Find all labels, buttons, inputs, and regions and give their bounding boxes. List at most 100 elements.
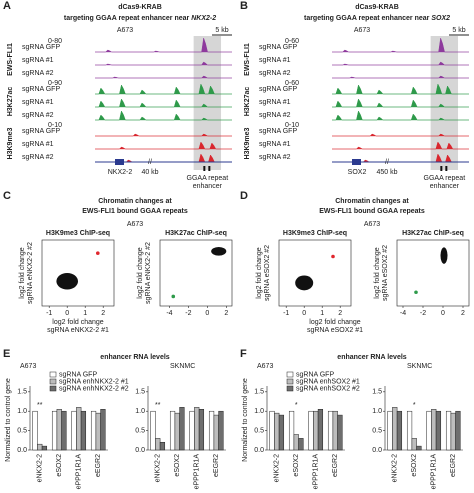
bar (332, 410, 338, 451)
subtitle-text: targeting GGAA repeat enhancer near (304, 15, 431, 22)
x-axis-label: log2 fold change (52, 319, 103, 326)
plot-frame (396, 239, 470, 307)
x-tick-label: eSOX2 (174, 454, 181, 477)
bar (56, 409, 62, 451)
plot-title: H3K27ac ChIP-seq (165, 230, 227, 237)
track-name: sgRNA #1 (259, 141, 291, 148)
panel-title: EWS-FLI1 bound GGAA repeats (319, 208, 425, 215)
y-tick-label: 0.0 (254, 447, 264, 454)
bar (288, 410, 295, 451)
panel-subtitle: targeting GGAA repeat enhancer near SOX2 (304, 15, 450, 22)
bar (41, 445, 48, 451)
cell-line: SKNMC (407, 363, 432, 370)
track-group-label: H3K27ac (244, 87, 251, 117)
highlight-point (171, 294, 176, 299)
y-axis-label: sgRNA eNKX2-2 #2 (145, 242, 152, 304)
enhancer-mark (440, 166, 443, 171)
bar (208, 410, 215, 451)
x-tick-label: eEGR2 (95, 454, 102, 477)
y-tick-label: 0.0 (17, 447, 27, 454)
y-axis-label: Normalized to control gene (242, 378, 249, 462)
x-tick-label: eNKX2-2 (155, 454, 162, 483)
track-name: sgRNA GFP (22, 44, 60, 51)
plot-frame (159, 239, 233, 307)
signal-track (332, 37, 469, 53)
subtitle-gene: SOX2 (431, 15, 450, 22)
track-name: sgRNA #1 (22, 141, 54, 148)
x-tick-label: ePPP1R1A (313, 454, 320, 490)
signal-track (332, 83, 469, 95)
significance: ** (37, 402, 43, 409)
bar (189, 410, 195, 451)
x-tick-label: 0 (65, 310, 69, 317)
track-range: 0-80 (48, 38, 62, 45)
enhancer-label: enhancer (430, 183, 460, 190)
bar (218, 410, 224, 451)
x-tick-label: 0 (205, 310, 209, 317)
track-name: sgRNA GFP (259, 44, 297, 51)
cell-line: A673 (364, 221, 380, 228)
y-tick-label: 1.5 (17, 389, 27, 396)
distance-label: 450 kb (376, 169, 397, 176)
gene-label: SOX2 (348, 169, 367, 176)
gene-body (352, 159, 361, 165)
x-tick-label: 0 (441, 310, 445, 317)
bar (71, 410, 77, 451)
bar (61, 410, 67, 451)
plot-title: H3K9me3 ChIP-seq (46, 230, 110, 237)
bar (80, 410, 87, 451)
signal-track (332, 75, 469, 79)
significance: * (413, 402, 416, 409)
signal-track (332, 133, 469, 137)
legend-swatch (286, 371, 294, 378)
cell-line: A673 (354, 27, 370, 34)
y-tick-label: 0.5 (135, 427, 145, 434)
signal-track (95, 141, 232, 150)
bar (396, 410, 403, 451)
significance: * (295, 402, 298, 409)
plot-frame (278, 239, 352, 307)
legend-swatch (49, 371, 57, 378)
x-tick-label: -4 (400, 310, 406, 317)
distance-label: 40 kb (141, 169, 158, 176)
track-name: sgRNA #2 (22, 154, 54, 161)
x-tick-label: -4 (166, 310, 172, 317)
x-tick-label: 1 (83, 310, 87, 317)
track-name: sgRNA #2 (259, 154, 291, 161)
signal-track (95, 61, 232, 66)
y-tick-label: 1.0 (372, 408, 382, 415)
signal-track (95, 110, 232, 121)
x-tick-label: 2 (224, 310, 228, 317)
panel-title: dCas9-KRAB (118, 4, 162, 11)
panel-label: E (3, 348, 10, 360)
signal-track (332, 153, 469, 163)
bar (95, 412, 101, 451)
bar (426, 410, 432, 451)
bar (308, 410, 314, 451)
x-axis-label: sgRNA eSOX2 #1 (307, 327, 363, 334)
x-tick-label: 2 (101, 310, 105, 317)
bar (450, 412, 456, 451)
point-cloud (440, 247, 448, 264)
track-group-label: H3K27ac (7, 87, 14, 117)
x-tick-label: eEGR2 (213, 454, 220, 477)
x-axis-label: sgRNA eNKX2-2 #1 (47, 327, 109, 334)
bar (150, 410, 156, 451)
signal-track (332, 141, 469, 150)
bar (416, 445, 422, 451)
bar (435, 410, 442, 451)
bar (155, 438, 161, 451)
legend-swatch (49, 385, 57, 392)
legend-label: sgRNA GFP (296, 371, 334, 378)
bar (37, 443, 43, 451)
track-range: 0-10 (285, 122, 299, 129)
x-tick-label: -2 (185, 310, 191, 317)
bar (269, 410, 275, 451)
y-tick-label: 0.5 (372, 427, 382, 434)
bar (198, 409, 205, 451)
x-tick-label: 2 (461, 310, 465, 317)
track-name: sgRNA #1 (259, 99, 291, 106)
x-tick-label: 0 (302, 310, 306, 317)
bar (298, 438, 304, 451)
